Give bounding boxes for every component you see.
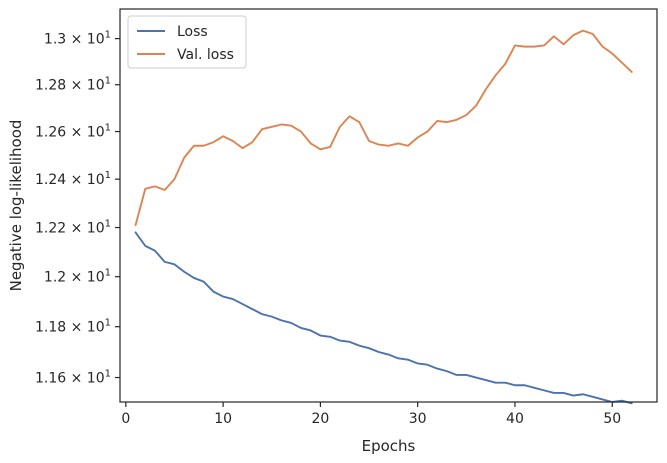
x-tick-label: 50: [603, 411, 621, 427]
series-line-loss: [134, 231, 633, 405]
x-axis-label: Epochs: [362, 437, 416, 455]
ticks: 0 10 20 30 40 50 1.16 × 101 1.18 × 101 1.2 × 101…: [35, 30, 621, 427]
legend-label: Val. loss: [177, 47, 234, 63]
series-lines: [134, 29, 633, 405]
y-tick-label: 1.18 × 101: [35, 318, 111, 336]
y-tick-label: 1.2 × 101: [44, 268, 111, 286]
x-tick-label: 40: [506, 411, 524, 427]
legend: Loss Val. loss: [127, 15, 247, 69]
x-tick-label: 10: [214, 411, 232, 427]
y-axis-label: Negative log-likelihood: [7, 120, 25, 292]
legend-label: Loss: [177, 24, 208, 40]
y-tick-label: 1.22 × 101: [35, 219, 111, 237]
plot-frame: [119, 8, 658, 403]
x-tick-label: 20: [311, 411, 329, 427]
y-tick-label: 1.28 × 101: [35, 76, 111, 94]
x-tick-label: 0: [121, 411, 130, 427]
legend-box: [127, 15, 247, 69]
y-tick-label: 1.3 × 101: [44, 30, 111, 48]
y-tick-label: 1.24 × 101: [35, 170, 111, 188]
y-tick-label: 1.26 × 101: [35, 123, 111, 141]
y-tick-label: 1.16 × 101: [35, 369, 111, 387]
x-tick-label: 30: [409, 411, 427, 427]
series-line-val-loss: [134, 29, 633, 227]
